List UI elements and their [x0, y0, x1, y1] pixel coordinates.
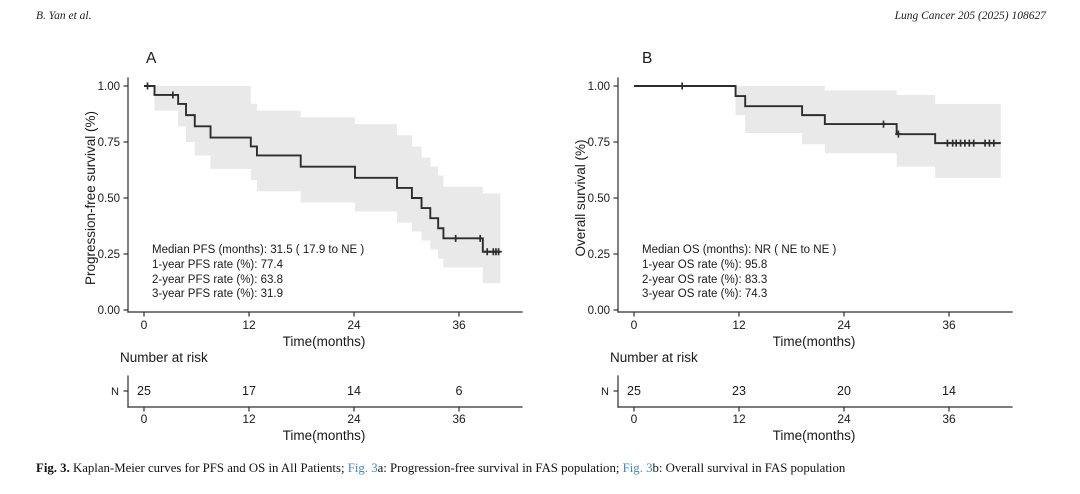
pfs-km-curve [144, 85, 501, 253]
annotation-1yr: 1-year OS rate (%): 95.8 [642, 259, 767, 271]
risk-count: 25 [137, 384, 151, 398]
risk-row-label: N [601, 386, 609, 398]
censor-mark [895, 130, 902, 138]
figure-caption: Fig. 3. Kaplan-Meier curves for PFS and … [36, 461, 1044, 476]
x-tick-label: 24 [347, 318, 361, 332]
censor-mark [144, 82, 151, 90]
risk-count: 14 [942, 384, 956, 398]
panel-label-a: A [146, 50, 157, 67]
y-tick-label: 0.75 [588, 137, 610, 149]
os-ci-band [735, 86, 1001, 178]
risk-table-title: Number at risk [610, 350, 698, 365]
y-tick-label: 0.25 [98, 249, 120, 261]
os-censor-marks [678, 82, 998, 147]
risk-time-label: 12 [732, 412, 746, 426]
x-axis-title: Time(months) [773, 334, 856, 349]
y-tick-label: 1.00 [588, 81, 610, 93]
censor-mark [169, 91, 177, 99]
panel-label-b: B [642, 50, 652, 67]
y-tick-label: 1.00 [98, 81, 120, 93]
risk-time-label: 36 [452, 412, 466, 426]
x-tick-label: 24 [837, 318, 851, 332]
risk-time-label: 0 [141, 412, 148, 426]
censor-mark [880, 120, 887, 128]
censor-mark [452, 234, 459, 242]
risk-time-label: 0 [631, 412, 638, 426]
annotation-3yr: 3-year PFS rate (%): 31.9 [152, 288, 283, 300]
x-axis-title: Time(months) [283, 334, 366, 349]
caption-text: Kaplan-Meier curves for PFS and OS in Al… [69, 461, 348, 475]
y-tick-label: 0.50 [588, 193, 610, 205]
pfs-panel-figure: A Progression-free survival (%) 1.00 0.7… [83, 50, 523, 443]
y-tick-label: 0.75 [98, 137, 120, 149]
x-tick-label: 12 [732, 318, 746, 332]
annotation-median: Median OS (months): NR ( NE to NE ) [642, 244, 836, 256]
journal-citation: Lung Cancer 205 (2025) 108627 [894, 10, 1046, 22]
os-panel-figure: B Overall survival (%) 1.00 0.75 0.50 0.… [573, 50, 1013, 443]
fig-3b-link[interactable]: Fig. 3 [622, 461, 653, 475]
censor-mark [678, 82, 686, 90]
y-tick-label: 0.25 [588, 249, 610, 261]
risk-count: 23 [732, 384, 746, 398]
risk-x-axis-title: Time(months) [283, 428, 366, 443]
annotation-3yr: 3-year OS rate (%): 74.3 [642, 288, 767, 300]
risk-row-label: N [111, 386, 119, 398]
risk-time-label: 24 [837, 412, 851, 426]
annotation-2yr: 2-year OS rate (%): 83.3 [642, 274, 767, 286]
censor-mark [990, 139, 998, 147]
risk-time-label: 36 [942, 412, 956, 426]
risk-time-label: 12 [242, 412, 256, 426]
censor-mark [970, 139, 977, 147]
risk-time-label: 24 [347, 412, 361, 426]
y-tick-label: 0.00 [98, 305, 120, 317]
caption-text: b: Overall survival in FAS population [652, 461, 846, 475]
risk-x-axis-title: Time(months) [773, 428, 856, 443]
censor-mark [476, 234, 484, 242]
annotation-1yr: 1-year PFS rate (%): 77.4 [152, 259, 284, 271]
caption-fig-label: Fig. 3. [36, 461, 70, 475]
risk-table-title: Number at risk [120, 350, 208, 365]
risk-count: 20 [837, 384, 851, 398]
os-km-curve [634, 85, 1001, 145]
caption-text: a: Progression-free survival in FAS popu… [377, 461, 623, 475]
censor-mark [495, 248, 502, 256]
censor-mark [483, 248, 491, 256]
pfs-ci-band [154, 86, 501, 284]
annotation-2yr: 2-year PFS rate (%): 63.8 [152, 274, 283, 286]
risk-count: 25 [627, 384, 641, 398]
journal-authors: B. Yan et al. [36, 10, 92, 22]
risk-count: 6 [456, 384, 463, 398]
pfs-censor-marks [144, 82, 502, 256]
x-tick-label: 36 [942, 318, 956, 332]
risk-count: 17 [242, 384, 256, 398]
y-tick-label: 0.50 [98, 193, 120, 205]
fig-3a-link[interactable]: Fig. 3 [347, 461, 378, 475]
y-axis-title: Progression-free survival (%) [83, 111, 98, 285]
y-axis-title: Overall survival (%) [573, 139, 588, 256]
annotation-median: Median PFS (months): 31.5 ( 17.9 to NE ) [152, 244, 364, 256]
x-tick-label: 12 [242, 318, 256, 332]
y-tick-label: 0.00 [588, 305, 610, 317]
x-tick-label: 0 [141, 318, 148, 332]
x-tick-label: 36 [452, 318, 466, 332]
x-tick-label: 0 [631, 318, 638, 332]
risk-count: 14 [347, 384, 361, 398]
